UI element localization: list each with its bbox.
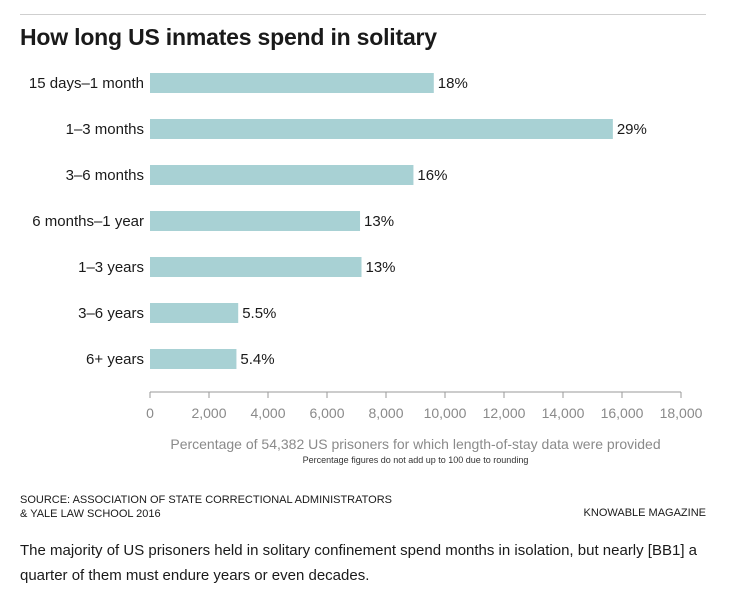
publisher-credit: KNOWABLE MAGAZINE (583, 507, 706, 519)
x-tick-label: 10,000 (424, 405, 467, 421)
data-label: 13% (366, 259, 396, 276)
source-note: SOURCE: ASSOCIATION OF STATE CORRECTIONA… (20, 494, 393, 520)
x-tick-label: 2,000 (191, 405, 226, 421)
bar (150, 211, 361, 231)
data-label: 16% (417, 167, 447, 184)
rounding-note: Percentage figures do not add up to 100 … (302, 455, 529, 465)
x-axis-label: Percentage of 54,382 US prisoners for wh… (170, 436, 661, 452)
data-label: 18% (438, 75, 468, 92)
category-label: 3–6 months (66, 167, 144, 184)
bar-chart: 15 days–1 month 18% 1–3 months 29% 3–6 month… (29, 73, 703, 421)
bar (150, 73, 434, 93)
x-tick-label: 12,000 (483, 405, 526, 421)
bar (150, 303, 239, 323)
x-tick-label: 8,000 (368, 405, 403, 421)
x-tick-label: 6,000 (309, 405, 344, 421)
category-label: 15 days–1 month (29, 75, 144, 92)
bar (150, 119, 613, 139)
data-label: 13% (364, 213, 394, 230)
x-tick-label: 0 (146, 405, 154, 421)
data-label: 29% (617, 121, 647, 138)
data-label: 5.5% (242, 305, 276, 322)
x-tick-label: 4,000 (250, 405, 285, 421)
bar (150, 257, 362, 277)
top-rule (20, 14, 706, 15)
category-label: 3–6 years (78, 305, 144, 322)
category-label: 6+ years (86, 351, 144, 368)
x-tick-label: 18,000 (660, 405, 703, 421)
category-label: 1–3 years (78, 259, 144, 276)
x-tick-label: 14,000 (542, 405, 585, 421)
x-tick-label: 16,000 (601, 405, 644, 421)
bar (150, 165, 414, 185)
caption: The majority of US prisoners held in sol… (20, 542, 698, 584)
category-label: 6 months–1 year (32, 213, 144, 230)
data-label: 5.4% (240, 351, 274, 368)
category-label: 1–3 months (66, 121, 144, 138)
chart-title: How long US inmates spend in solitary (20, 24, 437, 50)
bar (150, 349, 237, 369)
